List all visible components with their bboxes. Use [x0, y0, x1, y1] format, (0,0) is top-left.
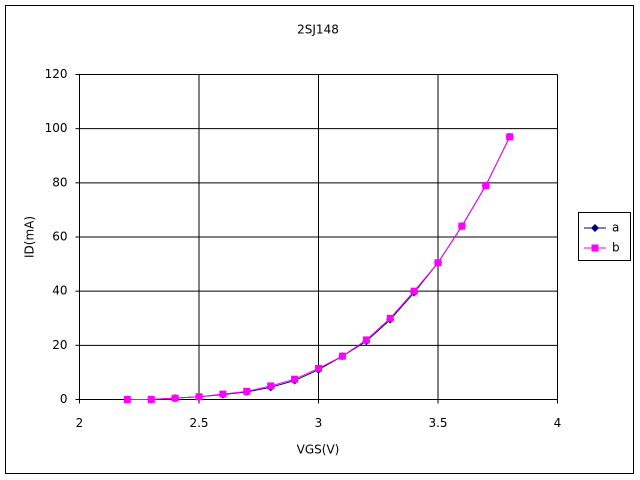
- marker: [434, 259, 442, 267]
- marker: [386, 314, 394, 322]
- y-tick-label: 80: [52, 175, 67, 189]
- x-tick-label: 2.5: [189, 416, 208, 430]
- y-tick-label: 100: [45, 121, 68, 135]
- x-tick-label: 3.5: [428, 416, 447, 430]
- marker: [219, 390, 227, 398]
- chart-title: 2SJ148: [297, 23, 339, 37]
- x-tick-label: 4: [554, 416, 562, 430]
- marker: [147, 396, 155, 403]
- x-tick-label: 2: [76, 416, 84, 430]
- legend: [578, 212, 631, 261]
- marker: [195, 393, 203, 401]
- y-tick-label: 120: [45, 67, 68, 81]
- marker: [458, 222, 466, 230]
- x-axis-label: VGS(V): [297, 443, 340, 457]
- marker: [410, 287, 418, 295]
- legend-label: a: [612, 221, 619, 235]
- legend-marker: [591, 224, 599, 232]
- legend-label: b: [612, 241, 620, 255]
- marker: [315, 364, 322, 372]
- marker: [338, 352, 346, 360]
- marker: [267, 382, 275, 390]
- marker: [171, 394, 179, 402]
- marker: [243, 387, 251, 395]
- y-tick-label: 20: [52, 338, 67, 352]
- marker: [506, 133, 514, 141]
- marker: [291, 375, 299, 383]
- marker: [123, 396, 131, 403]
- y-tick-label: 60: [52, 230, 67, 244]
- legend-marker: [591, 244, 599, 252]
- y-axis-label: ID(mA): [23, 216, 37, 258]
- marker: [362, 336, 370, 344]
- y-tick-label: 40: [52, 284, 67, 298]
- y-tick-label: 0: [60, 392, 68, 406]
- x-tick-label: 3: [315, 416, 323, 430]
- marker: [482, 182, 490, 190]
